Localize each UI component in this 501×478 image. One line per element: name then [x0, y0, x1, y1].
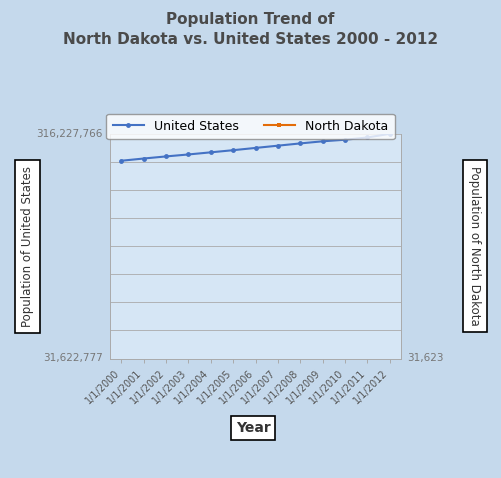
- Text: Population of North Dakota: Population of North Dakota: [468, 166, 481, 326]
- United States: [364, 135, 370, 141]
- Text: Population Trend of
North Dakota vs. United States 2000 - 2012: Population Trend of North Dakota vs. Uni…: [63, 12, 438, 47]
- United States: [253, 145, 259, 151]
- United States: [230, 147, 236, 153]
- United States: [163, 153, 169, 159]
- Text: Population of United States: Population of United States: [21, 166, 34, 326]
- United States: [118, 158, 124, 163]
- United States: [275, 143, 281, 149]
- United States: [387, 131, 393, 137]
- Text: Year: Year: [235, 421, 271, 435]
- Line: United States: United States: [119, 131, 392, 163]
- United States: [141, 156, 147, 162]
- United States: [297, 141, 303, 146]
- Text: 316,227,766: 316,227,766: [37, 129, 103, 139]
- United States: [342, 137, 348, 142]
- Legend: United States, North Dakota: United States, North Dakota: [106, 114, 395, 139]
- United States: [208, 150, 214, 155]
- United States: [185, 152, 191, 157]
- United States: [320, 139, 326, 144]
- Text: 31,622,777: 31,622,777: [43, 354, 103, 363]
- Text: 31,623: 31,623: [407, 354, 443, 363]
